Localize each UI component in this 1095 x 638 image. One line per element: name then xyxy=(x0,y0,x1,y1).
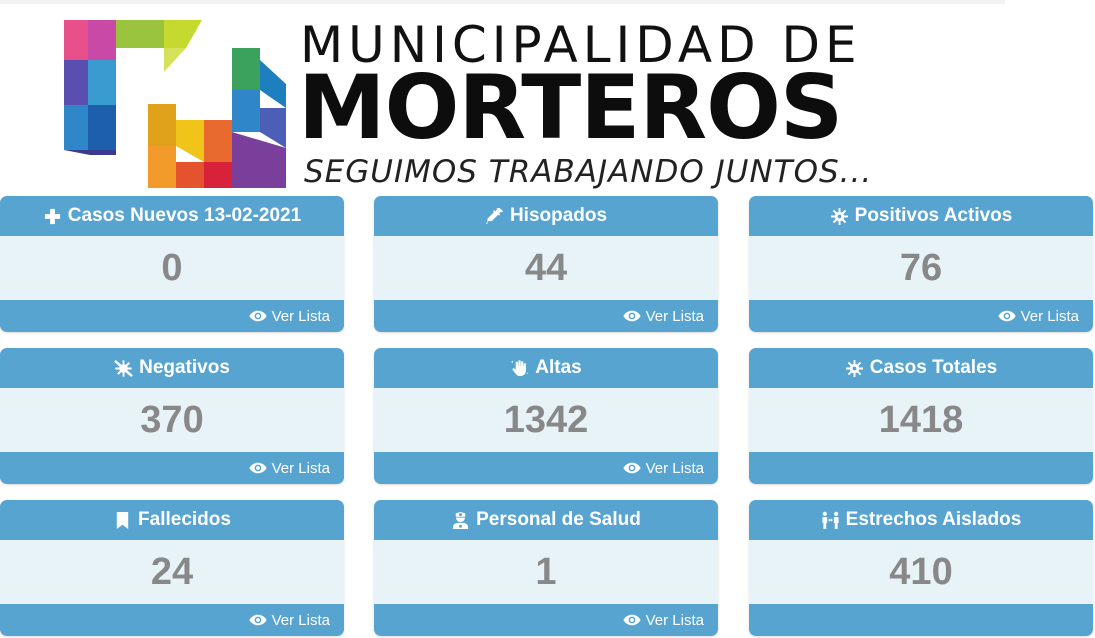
card-value: 410 xyxy=(889,550,953,593)
eye-icon xyxy=(249,462,267,474)
card-header: Fallecidos xyxy=(0,500,344,540)
card-value: 24 xyxy=(150,550,194,593)
ver-lista-label: Ver Lista xyxy=(271,307,330,325)
card-footer: Ver Lista xyxy=(0,300,344,332)
brand-line-morteros: MORTEROS xyxy=(298,60,843,156)
card-positivos-activos: Positivos Activos 76 Ver Lista xyxy=(749,196,1093,332)
card-footer xyxy=(749,604,1093,636)
card-header: Hisopados xyxy=(374,196,718,236)
card-footer: Ver Lista xyxy=(374,604,718,636)
card-personal-de-salud: Personal de Salud 1 Ver Lista xyxy=(374,500,718,636)
card-header: Altas xyxy=(374,348,718,388)
card-estrechos-aislados: Estrechos Aislados 410 xyxy=(749,500,1093,636)
plus-icon xyxy=(44,208,60,224)
card-title: Casos Totales xyxy=(869,357,998,378)
ver-lista-link[interactable]: Ver Lista xyxy=(623,460,704,477)
ver-lista-link[interactable]: Ver Lista xyxy=(623,308,704,325)
card-negativos: Negativos 370 Ver Lista xyxy=(0,348,344,484)
ver-lista-label: Ver Lista xyxy=(271,611,330,629)
eye-icon xyxy=(249,614,267,626)
card-header: Casos Totales xyxy=(749,348,1093,388)
top-strip xyxy=(0,0,1005,4)
ver-lista-link[interactable]: Ver Lista xyxy=(623,612,704,629)
card-title: Hisopados xyxy=(509,205,608,226)
card-title: Negativos xyxy=(139,357,230,378)
bookmark-icon xyxy=(116,511,129,529)
card-footer: Ver Lista xyxy=(0,604,344,636)
card-header: Casos Nuevos 13-02-2021 xyxy=(0,196,344,236)
card-value: 370 xyxy=(140,398,204,441)
syringe-icon xyxy=(485,207,503,224)
card-value: 0 xyxy=(161,246,183,289)
card-casos-nuevos: Casos Nuevos 13-02-2021 0 Ver Lista xyxy=(0,196,344,332)
card-value: 1342 xyxy=(503,398,589,441)
ver-lista-link[interactable]: Ver Lista xyxy=(249,460,330,477)
card-footer: Ver Lista xyxy=(749,300,1093,332)
brand-tagline: SEGUIMOS TRABAJANDO JUNTOS... xyxy=(304,154,873,190)
ver-lista-label: Ver Lista xyxy=(271,459,330,477)
card-title: Personal de Salud xyxy=(476,509,641,530)
card-altas: Altas 1342 Ver Lista xyxy=(374,348,718,484)
card-footer: Ver Lista xyxy=(0,452,344,484)
card-title: Fallecidos xyxy=(138,509,231,530)
card-fallecidos: Fallecidos 24 Ver Lista xyxy=(0,500,344,636)
card-title: Positivos Activos xyxy=(854,205,1013,226)
card-value: 44 xyxy=(524,246,568,289)
municipality-logo xyxy=(64,20,286,188)
card-title: Altas xyxy=(535,357,582,378)
eye-icon xyxy=(623,462,641,474)
ver-lista-link[interactable]: Ver Lista xyxy=(249,308,330,325)
card-value: 1 xyxy=(535,550,557,593)
people-arrows-icon xyxy=(822,511,839,529)
card-value: 76 xyxy=(899,246,943,289)
brand-line-municipalidad: MUNICIPALIDAD DE xyxy=(300,17,862,73)
ver-lista-label: Ver Lista xyxy=(645,611,704,629)
card-header: Personal de Salud xyxy=(374,500,718,540)
eye-icon xyxy=(623,310,641,322)
eye-icon xyxy=(623,614,641,626)
ver-lista-link[interactable]: Ver Lista xyxy=(249,612,330,629)
ver-lista-label: Ver Lista xyxy=(1020,307,1079,325)
eye-icon xyxy=(249,310,267,322)
card-title: Estrechos Aislados xyxy=(845,509,1022,530)
card-value: 1418 xyxy=(878,398,964,441)
card-casos-totales: Casos Totales 1418 xyxy=(749,348,1093,484)
hand-sparkles-icon xyxy=(511,359,529,376)
ver-lista-label: Ver Lista xyxy=(645,459,704,477)
eye-icon xyxy=(998,310,1016,322)
virus-slash-icon xyxy=(114,359,133,377)
virus-icon xyxy=(830,207,848,225)
card-footer xyxy=(749,452,1093,484)
user-nurse-icon xyxy=(453,511,469,529)
card-header: Estrechos Aislados xyxy=(749,500,1093,540)
ver-lista-link[interactable]: Ver Lista xyxy=(998,308,1079,325)
ver-lista-label: Ver Lista xyxy=(645,307,704,325)
card-hisopados: Hisopados 44 Ver Lista xyxy=(374,196,718,332)
card-footer: Ver Lista xyxy=(374,452,718,484)
card-title: Casos Nuevos 13-02-2021 xyxy=(67,205,302,226)
virus-icon xyxy=(845,359,863,377)
card-header: Positivos Activos xyxy=(749,196,1093,236)
card-footer: Ver Lista xyxy=(374,300,718,332)
card-header: Negativos xyxy=(0,348,344,388)
